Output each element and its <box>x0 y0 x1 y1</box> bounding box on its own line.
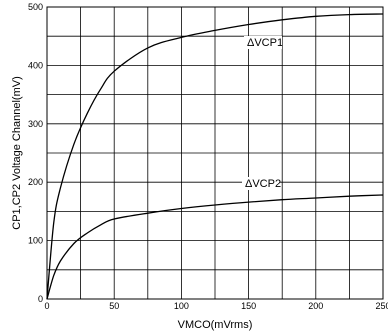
y-tick-label: 400 <box>28 60 43 70</box>
y-tick-label: 500 <box>28 2 43 12</box>
x-tick-label: 250 <box>375 301 388 311</box>
x-tick-label: 150 <box>241 301 256 311</box>
y-tick-label: 100 <box>28 236 43 246</box>
grid <box>47 7 383 299</box>
y-tick-label: 200 <box>28 177 43 187</box>
x-tick-label: 0 <box>44 301 49 311</box>
annotations: ΔVCP1 ΔVCP2 <box>242 36 283 190</box>
y-axis-ticks: 0 100 200 300 400 500 <box>28 2 43 304</box>
y-tick-label: 0 <box>38 294 43 304</box>
y-tick-label: 300 <box>28 119 43 129</box>
x-tick-label: 100 <box>174 301 189 311</box>
x-tick-label: 50 <box>109 301 119 311</box>
x-axis-label: VMCO(mVrms) <box>178 319 253 331</box>
x-tick-label: 200 <box>308 301 323 311</box>
series-label-1: ΔVCP1 <box>247 37 283 49</box>
y-axis-label: CP1,CP2 Voltage Channel(mV) <box>11 76 23 229</box>
x-axis-ticks: 0 50 100 150 200 250 <box>44 301 388 311</box>
series-label-2: ΔVCP2 <box>245 178 281 190</box>
